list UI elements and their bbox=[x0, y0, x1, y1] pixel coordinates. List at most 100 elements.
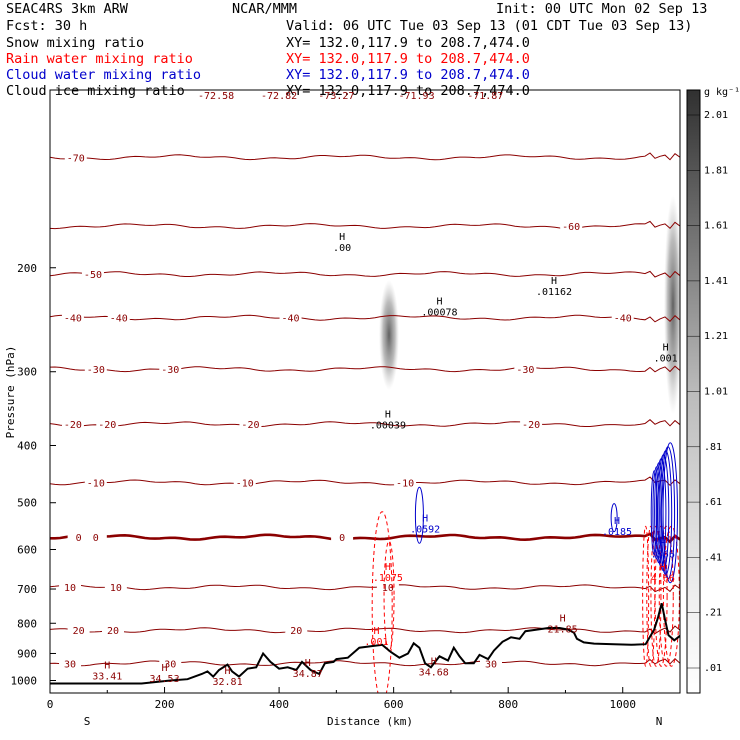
isotherm-line bbox=[50, 365, 680, 373]
snow-shading-mid bbox=[379, 280, 399, 390]
y-tick-label: 500 bbox=[17, 497, 37, 510]
x-tick-label: 800 bbox=[498, 698, 518, 711]
isotherm-label-bg bbox=[394, 477, 417, 488]
extremum-marker: H bbox=[663, 343, 669, 354]
colorbar-tick-label: 2.01 bbox=[704, 110, 728, 121]
cloud-water-contour bbox=[414, 486, 424, 544]
isotherm-label-bg bbox=[67, 625, 90, 636]
isotherm-label: -10 bbox=[236, 478, 254, 489]
top-contour-label: -71.93 bbox=[398, 91, 434, 102]
isotherm-label: 10 bbox=[64, 583, 76, 594]
isotherm-label-bg bbox=[61, 312, 84, 323]
isotherm-label-bg bbox=[331, 532, 354, 543]
extremum-marker: H bbox=[104, 661, 110, 672]
colorbar-tick-label: .41 bbox=[704, 552, 722, 563]
model-title: SEAC4RS 3km ARW bbox=[6, 1, 129, 17]
valid-time: Valid: 06 UTC Tue 03 Sep 13 (01 CDT Tue … bbox=[286, 18, 692, 34]
isotherm-label: -30 bbox=[516, 365, 534, 376]
y-tick-label: 200 bbox=[17, 262, 37, 275]
y-axis-title: Pressure (hPa) bbox=[4, 346, 17, 439]
extremum-value: .001 bbox=[364, 637, 388, 648]
isotherm-label: -70 bbox=[67, 153, 85, 164]
isotherm-label-bg bbox=[59, 658, 82, 669]
isotherm-label: -10 bbox=[396, 478, 414, 489]
rain-contour bbox=[371, 511, 393, 693]
x-axis: 0 200 400 600 800 1000 bbox=[47, 687, 636, 711]
extremum-marker: H bbox=[225, 666, 231, 677]
isotherm-label: 30 bbox=[164, 659, 176, 670]
extremum-value: 34.87 bbox=[293, 669, 323, 680]
extremum-marker: H bbox=[660, 539, 666, 550]
extremum-value: .01162 bbox=[536, 287, 572, 298]
isotherm-label: -20 bbox=[64, 420, 82, 431]
cloud-water-contour bbox=[650, 470, 658, 556]
isotherm-label: 10 bbox=[382, 583, 394, 594]
isotherm-label-bg bbox=[84, 477, 107, 488]
field-xy: XY= 132.0,117.9 to 208.7,474.0 bbox=[286, 35, 530, 51]
isotherm-label-bg bbox=[81, 269, 104, 280]
isotherm-label: -40 bbox=[614, 314, 632, 325]
extremum-value: 21.85 bbox=[548, 625, 578, 636]
isotherm-label: 0 bbox=[93, 533, 99, 544]
isotherm-label-bg bbox=[376, 582, 399, 593]
isotherm-label-bg bbox=[480, 658, 502, 669]
isotherm-label: -20 bbox=[98, 420, 116, 431]
extremum-marker: H bbox=[385, 410, 391, 421]
colorbar-tick-label: 1.41 bbox=[704, 276, 728, 287]
isotherm-label: -40 bbox=[282, 314, 300, 325]
isotherm-label: 20 bbox=[73, 626, 85, 637]
isotherm-line bbox=[50, 532, 680, 544]
field-name: Cloud water mixing ratio bbox=[6, 67, 201, 83]
north-label: N bbox=[656, 715, 663, 728]
isotherm-label-bg bbox=[96, 419, 119, 430]
colorbar-tick-label: .81 bbox=[704, 442, 722, 453]
rain-contour bbox=[383, 540, 395, 652]
isotherm-label: -60 bbox=[562, 222, 580, 233]
isotherm-label: 10 bbox=[110, 583, 122, 594]
field-xy: XY= 132.0,117.9 to 208.7,474.0 bbox=[286, 51, 530, 67]
extremum-marker: H bbox=[162, 663, 168, 674]
isotherm-label-bg bbox=[560, 221, 583, 232]
isotherm-label-bg bbox=[107, 312, 130, 323]
colorbar-tick-label: .21 bbox=[704, 608, 722, 619]
isotherm-label: -40 bbox=[64, 314, 82, 325]
top-contour-label: -71.87 bbox=[467, 91, 503, 102]
isotherm-label-bg bbox=[104, 582, 127, 593]
isotherm-label: 20 bbox=[290, 626, 302, 637]
extremum-value: .001 bbox=[654, 354, 678, 365]
cloud-water-contour bbox=[610, 503, 618, 533]
top-contour-label: -72.82 bbox=[261, 91, 297, 102]
isotherm-label-bg bbox=[102, 625, 124, 636]
isotherm-label-bg bbox=[514, 364, 537, 375]
y-tick-label: 700 bbox=[17, 583, 37, 596]
extremum-marker: H bbox=[385, 562, 391, 573]
isotherm-label: -50 bbox=[84, 270, 102, 281]
y-tick-label: 600 bbox=[17, 543, 37, 556]
extremum-value: .1075 bbox=[373, 573, 403, 584]
isotherm-label: -10 bbox=[87, 478, 105, 489]
colorbar-tick-label: .61 bbox=[704, 497, 722, 508]
cloud-water-contour bbox=[662, 442, 678, 584]
extremum-value: .866 bbox=[651, 550, 675, 561]
isotherm-label-bg bbox=[285, 625, 308, 636]
colorbar-tick-label: 1.01 bbox=[704, 387, 728, 398]
colorbar-tick-label: 1.81 bbox=[704, 165, 728, 176]
field-name: Cloud ice mixing ratio bbox=[6, 83, 185, 99]
extremum-marker: H bbox=[560, 614, 566, 625]
field-xy: XY= 132.0,117.9 to 208.7,474.0 bbox=[286, 83, 530, 99]
isotherm-line bbox=[50, 625, 680, 635]
extremum-value: .0592 bbox=[410, 524, 440, 535]
isotherm-label-bg bbox=[67, 532, 90, 543]
isotherm-label: 30 bbox=[64, 659, 76, 670]
x-tick-label: 200 bbox=[155, 698, 175, 711]
center-title: NCAR/MMM bbox=[232, 1, 297, 17]
isotherm-line bbox=[50, 314, 680, 323]
isotherm-line bbox=[50, 270, 680, 279]
isotherm-label: -30 bbox=[161, 365, 179, 376]
top-contour-label: -73.27 bbox=[318, 91, 354, 102]
extremum-marker: H bbox=[614, 516, 620, 527]
x-tick-label: 0 bbox=[47, 698, 54, 711]
extremum-value: 34.53 bbox=[149, 674, 179, 685]
y-tick-label: 900 bbox=[17, 647, 37, 660]
isotherm-label-bg bbox=[611, 312, 634, 323]
